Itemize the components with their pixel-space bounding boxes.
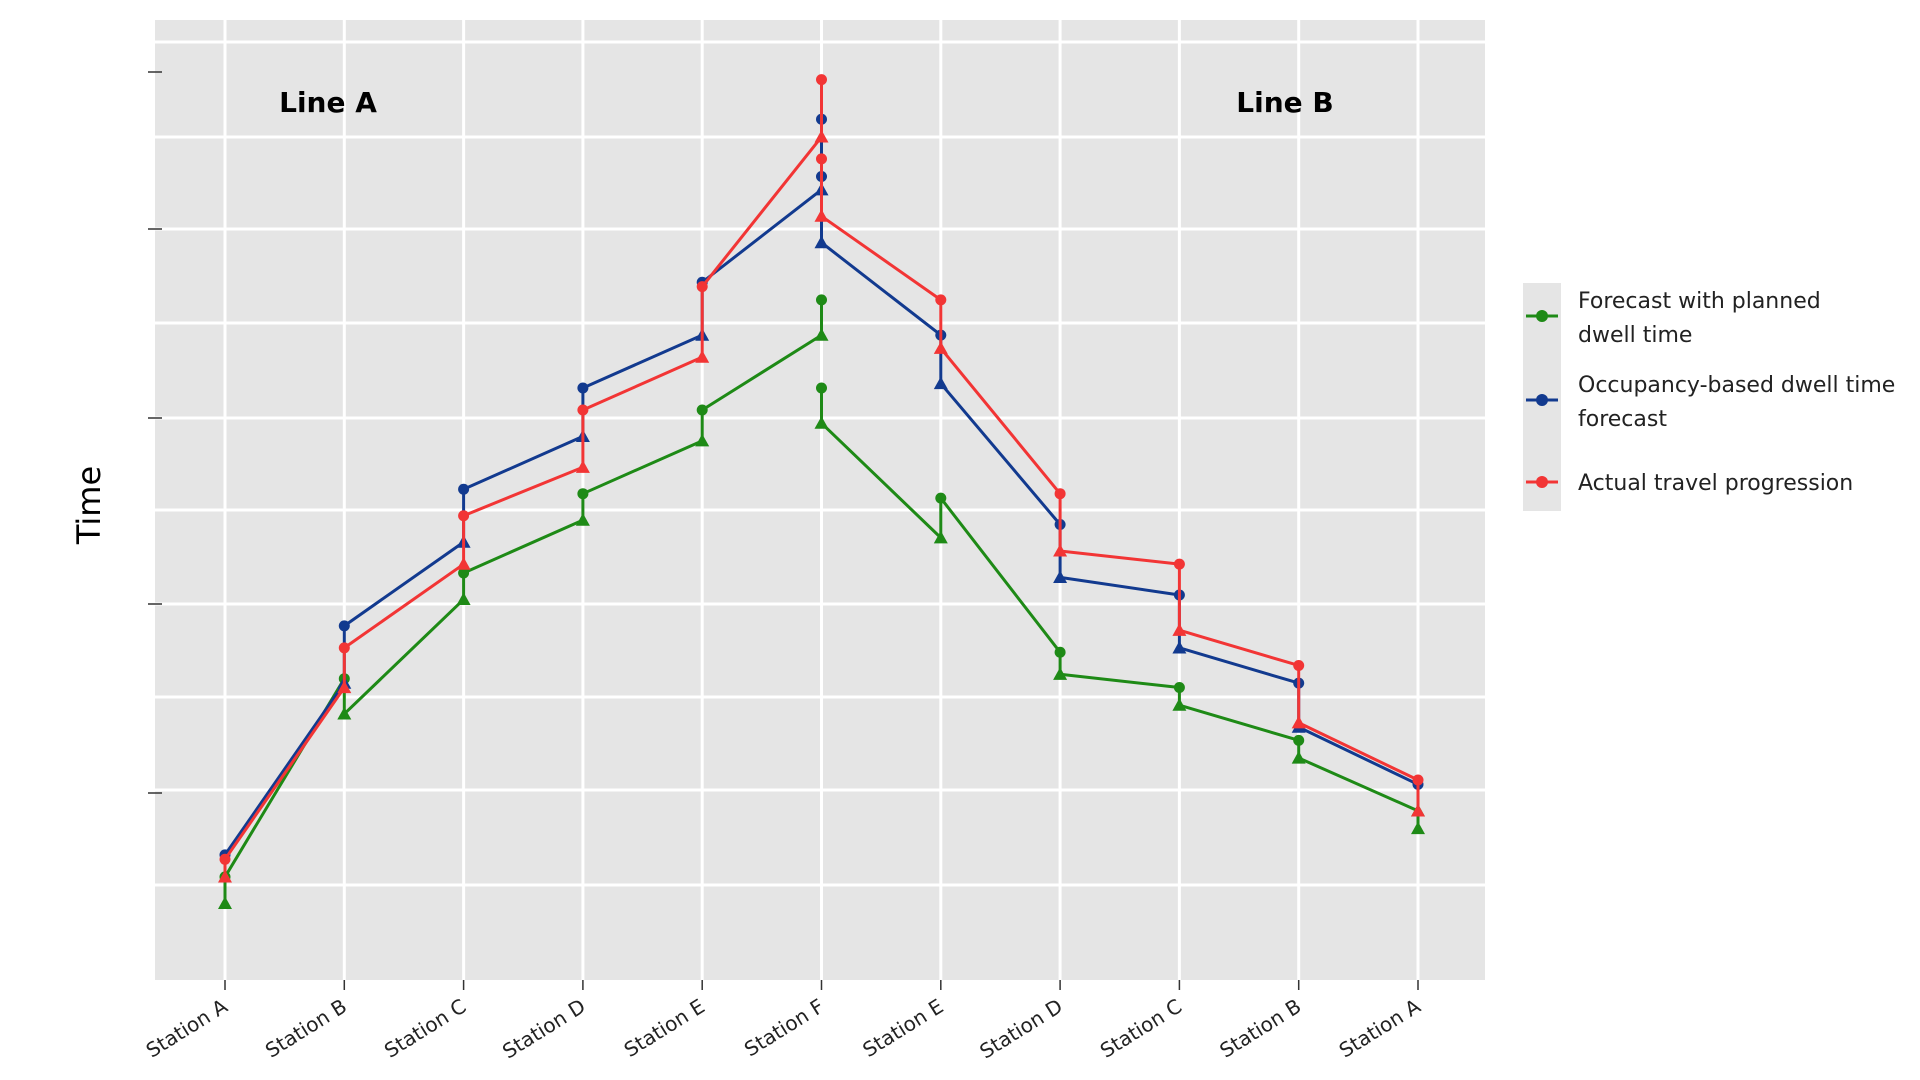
legend-label: dwell time <box>1578 323 1692 348</box>
data-point-circle <box>1054 488 1066 500</box>
data-point-triangle <box>695 350 710 363</box>
data-point-circle <box>577 404 589 416</box>
data-point-triangle <box>218 896 232 909</box>
series-line <box>820 387 1420 829</box>
data-point-circle <box>1173 682 1185 694</box>
data-point-circle <box>338 620 350 632</box>
grid <box>155 20 1485 980</box>
data-point-circle <box>1293 659 1305 671</box>
data-point-triangle <box>695 433 710 447</box>
data-point-triangle <box>456 592 471 606</box>
x-tick-label: Station B <box>1215 994 1305 1063</box>
x-tick-label: Station A <box>142 994 232 1063</box>
x-tick-label: Station D <box>975 994 1066 1064</box>
y-axis-label: Time <box>70 466 108 545</box>
data-point-circle <box>696 281 708 293</box>
data-point-triangle <box>1411 803 1425 817</box>
data-point-triangle <box>1411 821 1425 835</box>
x-tick-label: Station B <box>261 994 351 1063</box>
data-point-circle <box>458 483 470 495</box>
data-point-circle <box>1054 646 1066 658</box>
data-point-circle <box>577 382 589 394</box>
data-point-triangle <box>814 209 829 222</box>
legend-item: Actual travel progression <box>1526 471 1853 496</box>
legend-item: Forecast with planned dwell time <box>1526 289 1821 348</box>
data-point-triangle <box>933 376 948 390</box>
legend-swatch-marker <box>1536 310 1548 322</box>
data-point-circle <box>935 294 947 306</box>
data-point-circle <box>816 74 827 86</box>
data-point-triangle <box>1172 640 1187 654</box>
data-point-circle <box>935 492 947 504</box>
data-point-triangle <box>933 341 948 354</box>
data-point-triangle <box>933 530 948 544</box>
data-point-circle <box>816 294 827 306</box>
legend-label: Occupancy-based dwell time <box>1578 373 1895 398</box>
annotation-line-a: Line A <box>279 86 377 119</box>
x-tick-label: Station F <box>740 994 828 1061</box>
annotation-line-b: Line B <box>1236 86 1333 119</box>
legend-swatch-marker <box>1536 394 1548 406</box>
legend-swatch-marker <box>1536 476 1548 488</box>
data-point-circle <box>816 153 827 165</box>
legend: Forecast with planned dwell time Occupancy… <box>1523 283 1895 511</box>
series-line <box>820 158 1420 811</box>
data-point-triangle <box>1291 715 1306 729</box>
data-point-triangle <box>1053 570 1068 583</box>
data-point-triangle <box>814 129 829 143</box>
legend-item: Occupancy-based dwell time forecast <box>1526 373 1895 432</box>
data-point-triangle <box>337 706 352 720</box>
data-point-circle <box>219 853 231 865</box>
legend-label: Forecast with planned <box>1578 289 1821 314</box>
data-point-circle <box>816 382 827 394</box>
data-point-triangle <box>575 513 590 526</box>
data-point-triangle <box>1172 623 1187 636</box>
data-point-triangle <box>337 680 352 694</box>
data-point-triangle <box>1053 543 1068 557</box>
x-tick-label: Station A <box>1335 994 1425 1063</box>
data-point-circle <box>458 567 470 579</box>
legend-label: Actual travel progression <box>1578 471 1853 496</box>
legend-label: forecast <box>1578 407 1667 432</box>
x-tick-label: Station C <box>380 994 470 1063</box>
data-point-circle <box>458 510 470 522</box>
x-tick-label: Station D <box>498 994 589 1064</box>
data-point-triangle <box>218 869 232 883</box>
series-3 <box>218 74 1425 883</box>
x-tick-label: Station E <box>858 994 947 1062</box>
data-point-triangle <box>1172 698 1187 711</box>
series-group <box>218 74 1425 909</box>
data-point-triangle <box>814 235 829 249</box>
data-point-circle <box>1293 734 1305 746</box>
data-point-triangle <box>456 557 471 570</box>
data-point-circle <box>577 488 589 500</box>
x-tick-label: Station E <box>620 994 709 1062</box>
data-point-triangle <box>1291 750 1306 764</box>
data-point-circle <box>1173 558 1185 570</box>
data-point-triangle <box>1053 667 1068 680</box>
data-point-triangle <box>814 328 829 341</box>
data-point-circle <box>696 404 708 416</box>
series-line <box>223 79 823 877</box>
data-point-triangle <box>575 460 590 473</box>
x-axis-ticks: Station A Station B Station C Station D Stat… <box>142 980 1425 1063</box>
x-tick-label: Station C <box>1096 994 1186 1063</box>
data-point-circle <box>338 642 350 654</box>
y-axis-ticks <box>148 71 162 794</box>
data-point-triangle <box>814 416 829 429</box>
data-point-circle <box>1412 774 1424 786</box>
